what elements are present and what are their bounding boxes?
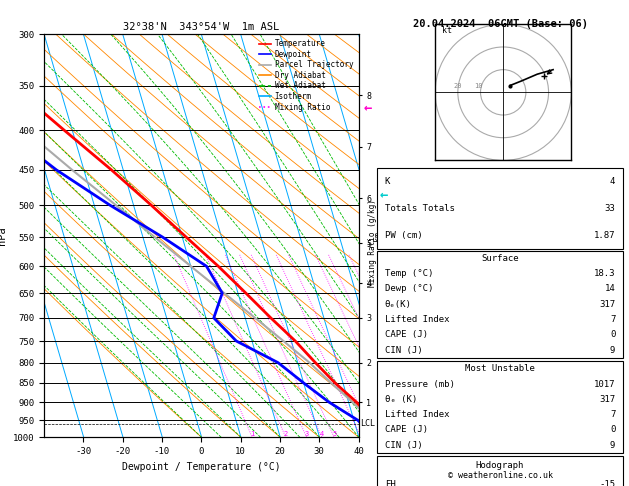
Text: Surface: Surface <box>481 254 519 263</box>
Text: 9: 9 <box>610 346 615 355</box>
Text: © weatheronline.co.uk: © weatheronline.co.uk <box>448 471 552 480</box>
Text: Mixing Ratio (g/kg): Mixing Ratio (g/kg) <box>368 199 377 287</box>
Legend: Temperature, Dewpoint, Parcel Trajectory, Dry Adiabat, Wet Adiabat, Isotherm, Mi: Temperature, Dewpoint, Parcel Trajectory… <box>258 38 355 113</box>
Text: Hodograph: Hodograph <box>476 461 524 470</box>
Text: 0: 0 <box>610 330 615 339</box>
Text: kt: kt <box>442 26 452 35</box>
Text: Dewp (°C): Dewp (°C) <box>385 284 433 294</box>
Text: CIN (J): CIN (J) <box>385 441 423 450</box>
Text: 10: 10 <box>474 83 483 89</box>
Text: 33: 33 <box>604 204 615 213</box>
Text: Totals Totals: Totals Totals <box>385 204 455 213</box>
Text: 5: 5 <box>332 432 337 437</box>
Text: Pressure (mb): Pressure (mb) <box>385 380 455 388</box>
Text: EH: EH <box>385 480 396 486</box>
Text: CIN (J): CIN (J) <box>385 346 423 355</box>
Text: 0: 0 <box>610 425 615 434</box>
Text: 4: 4 <box>320 432 324 437</box>
Text: 317: 317 <box>599 395 615 404</box>
Text: ←: ← <box>379 188 388 201</box>
Text: 20: 20 <box>454 83 462 89</box>
Text: 1: 1 <box>250 432 254 437</box>
Text: 4: 4 <box>610 177 615 186</box>
Text: ←: ← <box>364 100 372 114</box>
Text: PW (cm): PW (cm) <box>385 231 423 240</box>
Title: 32°38'N  343°54'W  1m ASL: 32°38'N 343°54'W 1m ASL <box>123 22 279 32</box>
Text: Most Unstable: Most Unstable <box>465 364 535 373</box>
Text: Temp (°C): Temp (°C) <box>385 269 433 278</box>
Text: 1017: 1017 <box>594 380 615 388</box>
Text: 9: 9 <box>610 441 615 450</box>
Bar <box>377 168 623 249</box>
Text: 14: 14 <box>604 284 615 294</box>
Text: LCL: LCL <box>360 419 376 428</box>
Text: 20.04.2024  06GMT (Base: 06): 20.04.2024 06GMT (Base: 06) <box>413 19 587 30</box>
Text: CAPE (J): CAPE (J) <box>385 330 428 339</box>
Text: 7: 7 <box>610 410 615 419</box>
Text: 1.87: 1.87 <box>594 231 615 240</box>
Text: 3: 3 <box>304 432 309 437</box>
Text: CAPE (J): CAPE (J) <box>385 425 428 434</box>
Text: -15: -15 <box>599 480 615 486</box>
Text: 18.3: 18.3 <box>594 269 615 278</box>
Y-axis label: km
ASL: km ASL <box>372 228 392 243</box>
Text: θₑ(K): θₑ(K) <box>385 300 411 309</box>
Y-axis label: hPa: hPa <box>0 226 8 245</box>
X-axis label: Dewpoint / Temperature (°C): Dewpoint / Temperature (°C) <box>122 462 281 472</box>
Text: 2: 2 <box>284 432 288 437</box>
Text: Lifted Index: Lifted Index <box>385 410 449 419</box>
Bar <box>377 456 623 486</box>
Text: θₑ (K): θₑ (K) <box>385 395 417 404</box>
Bar <box>377 361 623 453</box>
Text: K: K <box>385 177 390 186</box>
Bar <box>377 251 623 358</box>
Text: 7: 7 <box>610 315 615 324</box>
Text: Lifted Index: Lifted Index <box>385 315 449 324</box>
Text: 317: 317 <box>599 300 615 309</box>
